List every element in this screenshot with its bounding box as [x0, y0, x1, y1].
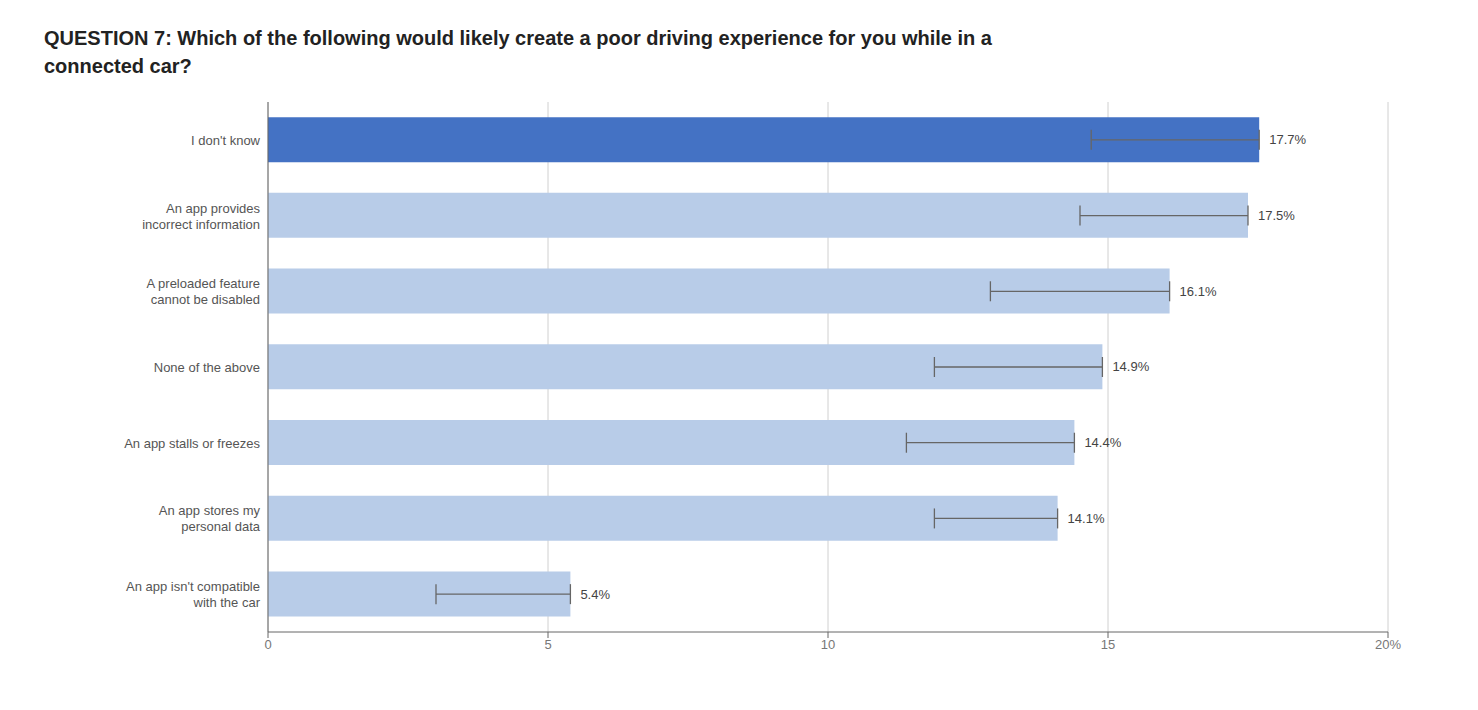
svg-text:17.5%: 17.5%	[1258, 208, 1295, 223]
svg-text:A preloaded featurecannot be d: A preloaded featurecannot be disabled	[147, 276, 260, 307]
svg-text:An app stores mypersonal data: An app stores mypersonal data	[159, 503, 261, 534]
html-text:connected car?: connected car?	[44, 55, 192, 77]
svg-text:15: 15	[1101, 637, 1115, 652]
svg-text:16.1%: 16.1%	[1180, 284, 1217, 299]
svg-text:10: 10	[821, 637, 835, 652]
svg-text:14.4%: 14.4%	[1084, 435, 1121, 450]
svg-text:An app providesincorrect infor: An app providesincorrect information	[142, 200, 260, 231]
svg-text:5: 5	[544, 637, 551, 652]
svg-text:0: 0	[264, 637, 271, 652]
html-text:QUESTION 7: Which of the follo: QUESTION 7: Which of the following would…	[44, 27, 992, 49]
svg-text:An app isn't compatiblewith th: An app isn't compatiblewith the car	[126, 579, 261, 610]
svg-text:5.4%: 5.4%	[580, 587, 610, 602]
svg-text:17.7%: 17.7%	[1269, 132, 1306, 147]
svg-text:20%: 20%	[1375, 637, 1401, 652]
svg-text:14.9%: 14.9%	[1112, 359, 1149, 374]
svg-text:An app stalls or freezes: An app stalls or freezes	[124, 435, 260, 450]
svg-text:14.1%: 14.1%	[1068, 511, 1105, 526]
svg-text:I don't know: I don't know	[191, 132, 261, 147]
svg-text:None of the above: None of the above	[154, 360, 260, 375]
